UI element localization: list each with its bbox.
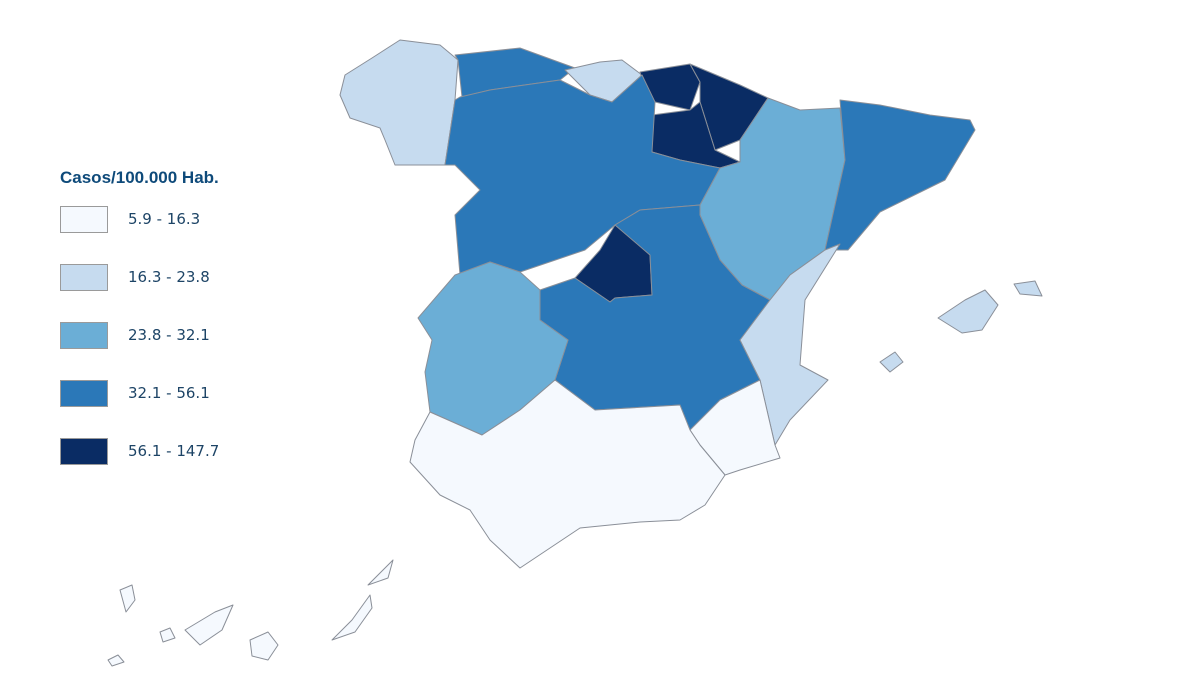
legend-swatch	[60, 321, 108, 349]
region-navarra[interactable]	[689, 63, 769, 151]
legend-label: 16.3 - 23.8	[128, 268, 210, 286]
legend-label: 56.1 - 147.7	[128, 442, 220, 460]
region-cataluna[interactable]	[824, 99, 976, 251]
region-andalucia[interactable]	[409, 379, 726, 569]
region-comunidad-valenciana[interactable]	[739, 243, 841, 446]
legend-item: 32.1 - 56.1	[60, 364, 219, 422]
region-baleares-mallorca[interactable]	[937, 289, 999, 334]
region-canarias-tenerife[interactable]	[184, 604, 234, 646]
legend: Casos/100.000 Hab. 5.9 - 16.3 16.3 - 23.…	[60, 168, 219, 500]
legend-title: Casos/100.000 Hab.	[60, 168, 219, 187]
region-baleares-ibiza[interactable]	[879, 351, 904, 373]
legend-item: 16.3 - 23.8	[60, 248, 219, 306]
legend-swatch	[60, 205, 108, 233]
legend-label: 5.9 - 16.3	[128, 210, 201, 228]
region-galicia[interactable]	[339, 39, 459, 166]
region-canarias-hierro[interactable]	[107, 654, 125, 667]
legend-swatch	[60, 379, 108, 407]
legend-item: 5.9 - 16.3	[60, 190, 219, 248]
legend-swatch	[60, 437, 108, 465]
region-canarias-gomera[interactable]	[159, 627, 176, 643]
legend-item: 56.1 - 147.7	[60, 422, 219, 480]
legend-swatch	[60, 263, 108, 291]
legend-label: 32.1 - 56.1	[128, 384, 210, 402]
region-extremadura[interactable]	[417, 261, 569, 436]
region-baleares-menorca[interactable]	[1013, 280, 1043, 297]
legend-item: 23.8 - 32.1	[60, 306, 219, 364]
region-canarias-grancanaria[interactable]	[249, 631, 279, 661]
region-canarias-lapalma[interactable]	[119, 584, 136, 613]
region-canarias-fuerteventura[interactable]	[331, 594, 373, 641]
legend-label: 23.8 - 32.1	[128, 326, 210, 344]
region-canarias-lanzarote[interactable]	[367, 559, 394, 586]
